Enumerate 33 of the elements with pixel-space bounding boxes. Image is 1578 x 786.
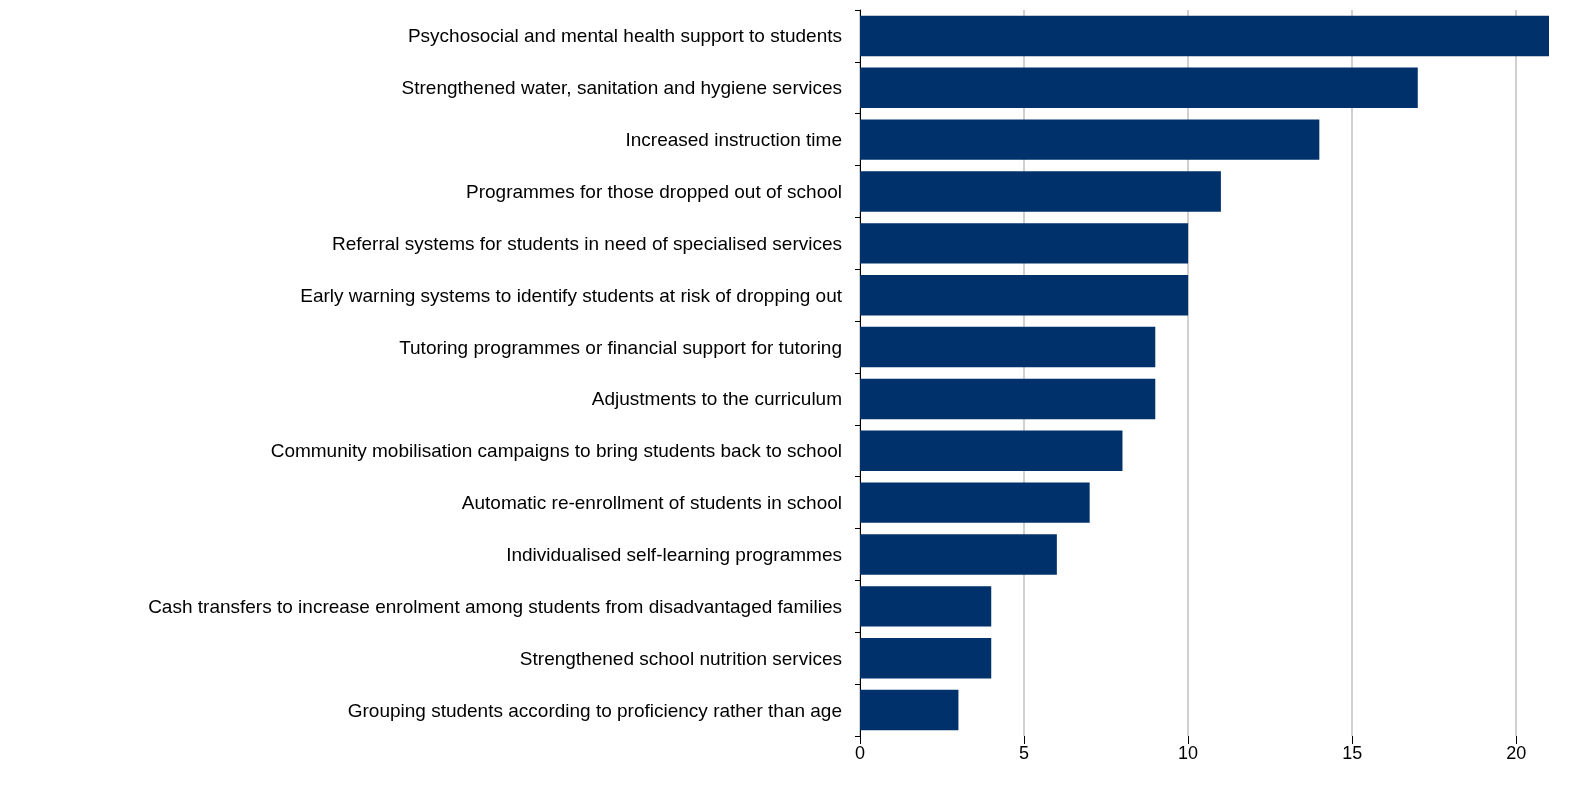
- y-tick-label: Early warning systems to identify students at risk of dropping out: [300, 284, 843, 306]
- y-tick-label: Adjustments to the curriculum: [591, 388, 842, 410]
- y-tick-label: Cash transfers to increase enrolment among students from disadvantaged families: [148, 595, 842, 617]
- bar: [860, 482, 1090, 523]
- y-tick-label: Automatic re-enrollment of students in school: [461, 492, 842, 514]
- y-tick-label: Individualised self-learning programmes: [506, 544, 842, 565]
- x-tick-label: 20: [1506, 743, 1527, 763]
- bar: [860, 274, 1189, 316]
- x-tick-label: 15: [1342, 743, 1363, 763]
- y-tick-label: Strengthened school nutrition services: [519, 647, 842, 669]
- y-tick-label: Community mobilisation campaigns to bring students back to school: [270, 440, 842, 462]
- bar: [860, 15, 1549, 57]
- bar: [860, 586, 992, 627]
- y-tick-label: Psychosocial and mental health support to students: [407, 25, 842, 47]
- bar: [860, 67, 1418, 109]
- y-tick-label: Strengthened water, sanitation and hygiene services: [401, 77, 842, 99]
- bar: [860, 171, 1221, 212]
- y-tick-label: Grouping students according to proficiency rather than age: [347, 699, 842, 721]
- bar: [860, 534, 1057, 575]
- bar: [860, 119, 1320, 160]
- y-tick-label: Referral systems for students in need of specialised services: [331, 232, 842, 254]
- bar: [860, 689, 959, 731]
- bar: [860, 637, 992, 679]
- x-tick-label: 5: [1019, 743, 1030, 763]
- x-tick-label: 10: [1178, 743, 1199, 763]
- y-tick-label: Programmes for those dropped out of school: [466, 181, 842, 202]
- bar: [860, 430, 1123, 472]
- bar: [860, 378, 1156, 420]
- y-tick-label: Increased instruction time: [625, 129, 842, 151]
- x-tick-label: 0: [854, 743, 866, 763]
- bar: [860, 223, 1189, 264]
- bar: [860, 326, 1156, 368]
- y-tick-label: Tutoring programmes or financial support for tutoring: [399, 336, 842, 358]
